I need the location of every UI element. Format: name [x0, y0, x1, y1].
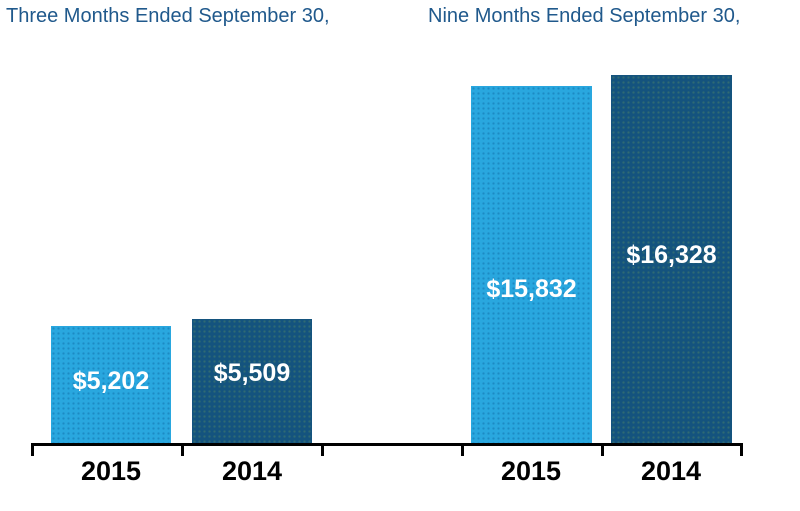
x-axis-label-nine-months-2014: 2014 [640, 456, 702, 486]
group-title-nine-months: Nine Months Ended September 30, [428, 5, 741, 27]
x-axis-label-three-months-2015: 2015 [80, 456, 142, 486]
bar-value-label: $5,509 [213, 359, 291, 387]
group-title-three-months: Three Months Ended September 30, [6, 5, 330, 27]
x-axis-tick [321, 443, 324, 456]
x-axis-line [31, 443, 743, 446]
bar-value-label: $16,328 [626, 241, 717, 269]
x-axis-label-three-months-2014: 2014 [221, 456, 283, 486]
x-axis-tick [181, 443, 184, 456]
bar-value-label: $5,202 [72, 367, 150, 395]
x-axis-tick [601, 443, 604, 456]
x-axis-label-nine-months-2015: 2015 [500, 456, 562, 486]
bar-value-label: $15,832 [486, 275, 577, 303]
bar-nine-months-2015: $15,832 [471, 86, 592, 443]
bar-three-months-2014: $5,509 [192, 319, 312, 443]
x-axis-tick [740, 443, 743, 456]
x-axis-tick [461, 443, 464, 456]
bar-three-months-2015: $5,202 [51, 326, 171, 443]
bar-nine-months-2014: $16,328 [611, 75, 732, 443]
x-axis-tick [31, 443, 34, 456]
